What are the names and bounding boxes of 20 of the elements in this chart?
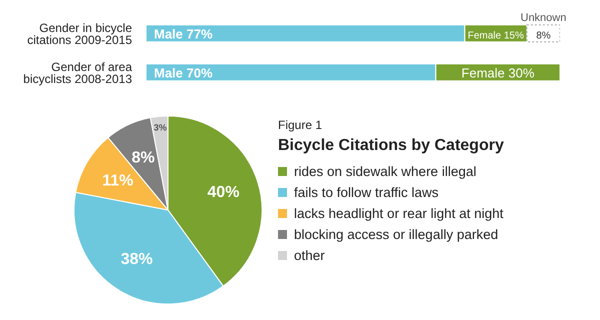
data-label: 3% — [154, 122, 167, 133]
chart-subtitle: Figure 1 — [278, 118, 324, 132]
y-tick-label: Gender in bicycle citations 2009-2015 — [27, 20, 132, 47]
y-tick-label: Gender of area bicyclists 2008-2013 — [23, 60, 132, 86]
legend-label: other — [294, 248, 325, 263]
data-label: 8% — [536, 30, 551, 42]
text: Female 30% — [461, 65, 534, 80]
text: Male 77% — [154, 26, 213, 42]
legend-label: blocking access or illegally parked — [294, 227, 498, 242]
series-label: Unknown — [520, 12, 566, 24]
text: Bicycle Citations by Category — [278, 137, 504, 155]
legend-label: lacks headlight or rear light at night — [294, 206, 504, 221]
data-label: 38% — [120, 251, 153, 268]
data-label: 40% — [207, 184, 240, 201]
legend-label: fails to follow traffic laws — [294, 185, 439, 200]
text: Female 15% — [468, 30, 524, 42]
text: Male 70% — [154, 65, 213, 80]
data-label: 11% — [102, 172, 134, 190]
data-label: 8% — [132, 149, 155, 166]
legend-label: rides on sidewalk where illegal — [294, 164, 476, 179]
